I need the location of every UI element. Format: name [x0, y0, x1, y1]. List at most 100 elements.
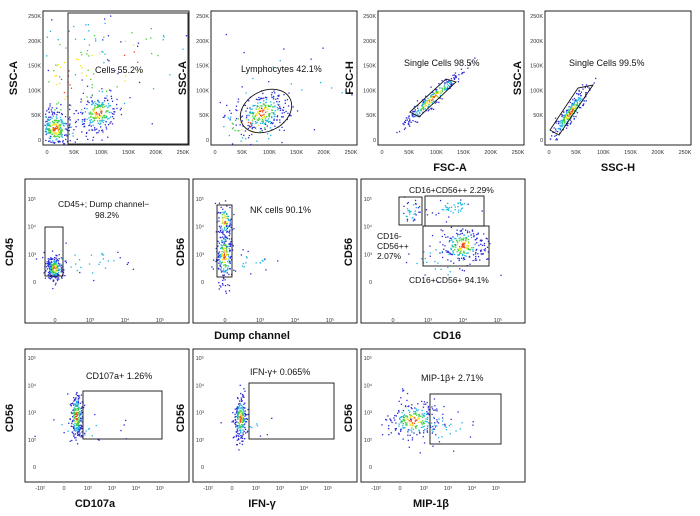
event-dot: [413, 410, 415, 413]
y-tick-label: 50K: [366, 113, 376, 119]
event-dot: [77, 422, 80, 424]
event-dot: [445, 221, 448, 223]
event-dot: [475, 249, 477, 251]
event-dot: [107, 260, 109, 262]
event-dot: [565, 110, 568, 112]
event-dot: [74, 409, 76, 411]
x-tick-label: 50K: [237, 150, 247, 156]
event-dot: [49, 105, 51, 107]
event-dot: [232, 249, 234, 251]
event-dot: [93, 279, 95, 282]
event-dot: [75, 412, 77, 414]
event-dot: [222, 248, 224, 250]
event-dot: [56, 120, 58, 122]
event-dot: [113, 108, 115, 110]
event-dot: [448, 208, 450, 210]
event-dot: [570, 107, 572, 109]
event-dot: [406, 424, 408, 426]
event-dot: [89, 119, 91, 121]
event-dot: [101, 50, 103, 53]
event-dot: [417, 417, 419, 419]
event-dot: [239, 427, 241, 429]
event-dot: [273, 95, 275, 98]
event-dot: [428, 422, 430, 424]
event-dot: [52, 258, 54, 260]
event-dot: [225, 240, 227, 242]
event-dot: [96, 113, 98, 115]
event-dot: [458, 238, 460, 240]
scatter-points: [381, 388, 474, 454]
event-dot: [243, 425, 245, 427]
event-dot: [430, 94, 433, 96]
event-dot: [55, 135, 57, 138]
event-dot: [230, 226, 232, 229]
event-dot: [55, 272, 57, 275]
event-dot: [61, 113, 63, 115]
event-dot: [58, 254, 60, 256]
event-dot: [414, 416, 416, 418]
event-dot: [408, 409, 410, 412]
event-dot: [268, 105, 270, 108]
event-dot: [241, 436, 243, 438]
event-dot: [411, 427, 413, 429]
event-dot: [259, 110, 262, 112]
event-dot: [402, 123, 404, 125]
event-dot: [51, 277, 53, 279]
event-dot: [223, 226, 226, 229]
event-dot: [461, 422, 463, 424]
event-dot: [80, 417, 82, 419]
event-dot: [227, 219, 230, 222]
gate-label-mip-1beta: MIP-1β+ 2.71%: [421, 373, 483, 383]
event-dot: [241, 129, 243, 131]
event-dot: [571, 102, 573, 105]
event-dot: [59, 133, 62, 136]
event-dot: [438, 418, 440, 420]
event-dot: [461, 232, 463, 234]
event-dot: [48, 261, 50, 263]
event-dot: [74, 110, 77, 112]
event-dot: [227, 256, 230, 258]
event-dot: [116, 107, 118, 110]
event-dot: [97, 117, 100, 119]
event-dot: [411, 423, 413, 425]
event-dot: [68, 118, 70, 120]
gate-ifn-gamma: [248, 382, 335, 440]
event-dot: [101, 252, 103, 255]
event-dot: [581, 98, 583, 100]
event-dot: [239, 412, 241, 414]
event-dot: [241, 419, 243, 421]
panel-single-cells-ssc: Single Cells 99.5% SSC-A 050K100K150K200…: [512, 10, 692, 156]
event-dot: [467, 247, 469, 250]
event-dot: [424, 101, 426, 103]
event-dot: [425, 403, 427, 405]
event-dot: [449, 82, 451, 85]
event-dot: [262, 260, 264, 262]
event-dot: [137, 61, 139, 63]
event-dot: [223, 268, 225, 270]
event-dot: [48, 107, 50, 109]
event-dot: [78, 406, 80, 408]
event-dot: [408, 429, 410, 431]
x-tick-label: 0: [230, 486, 233, 492]
event-dot: [567, 122, 569, 124]
x-tick-label: 100K: [263, 150, 276, 156]
event-dot: [465, 229, 467, 231]
event-dot: [570, 108, 572, 110]
event-dot: [402, 427, 404, 429]
event-dot: [224, 261, 226, 263]
event-dot: [79, 429, 81, 431]
event-dot: [273, 98, 275, 100]
event-dot: [431, 406, 433, 408]
event-dot: [460, 68, 463, 70]
event-dot: [49, 129, 52, 132]
event-dot: [137, 42, 140, 44]
event-dot: [50, 257, 52, 259]
y-axis-title: CD56: [343, 238, 355, 266]
gate-label-cd107a: CD107a+ 1.26%: [86, 371, 152, 381]
event-dot: [423, 401, 426, 403]
plot-frame: [192, 348, 358, 483]
event-dot: [445, 89, 448, 91]
event-dot: [230, 112, 232, 114]
event-dot: [218, 217, 220, 219]
event-dot: [238, 416, 240, 418]
